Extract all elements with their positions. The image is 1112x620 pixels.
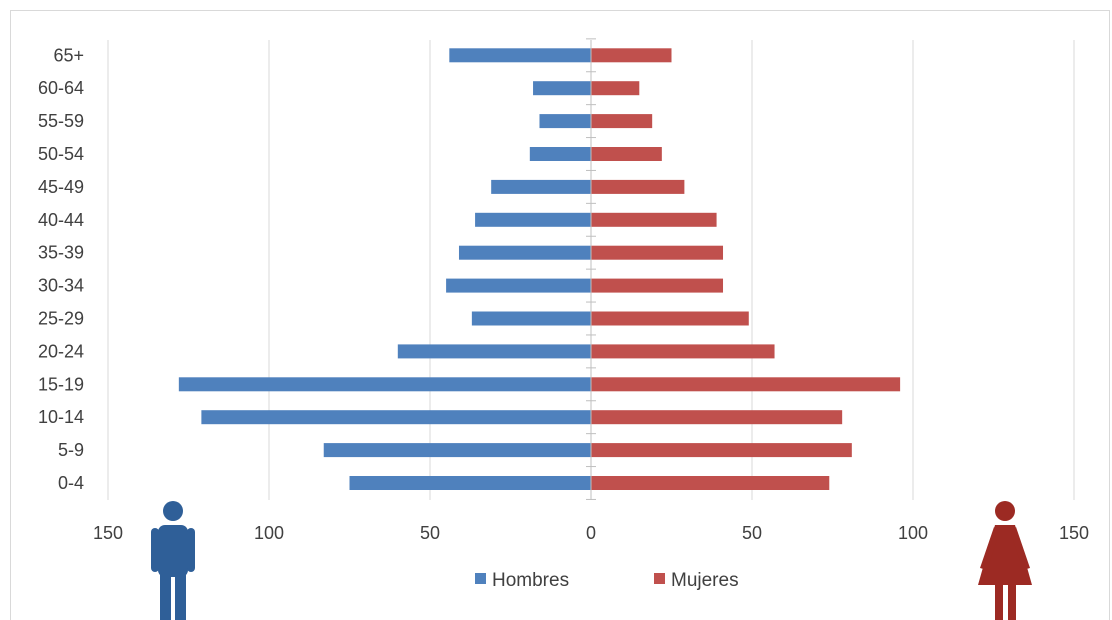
bar-mujeres-10-14 [591,410,843,425]
bar-mujeres-45-49 [591,179,685,194]
female-person-icon [978,501,1032,620]
category-label: 40-44 [38,210,84,230]
category-label: 0-4 [58,473,84,493]
gridlines [107,40,1075,500]
bar-hombres-40-44 [475,212,591,227]
bar-hombres-0-4 [349,476,591,490]
bars [178,48,901,490]
tick-labels: 150 100 50 0 50 100 150 [93,523,1089,543]
bar-hombres-45-49 [491,179,591,194]
center-axis [586,38,596,500]
category-label: 30-34 [38,276,84,296]
category-labels: 0-4 5-9 10-14 15-19 20-24 25-29 30-34 35-39 40-4… [38,45,84,493]
bar-hombres-10-14 [201,410,591,425]
legend-label-mujeres: Mujeres [671,570,739,591]
bar-hombres-5-9 [323,443,591,458]
male-person-icon [151,501,195,620]
bar-mujeres-5-9 [591,443,852,458]
category-label: 25-29 [38,309,84,329]
bar-hombres-25-29 [471,311,591,326]
bar-hombres-30-34 [446,278,591,293]
category-label: 20-24 [38,341,84,361]
bar-mujeres-30-34 [591,278,724,293]
bar-mujeres-50-54 [591,147,662,161]
tick-label: 50 [420,523,440,543]
bar-hombres-65+ [449,48,591,63]
tick-label: 50 [742,523,762,543]
tick-label: 0 [586,523,596,543]
bar-mujeres-60-64 [591,81,640,96]
bar-hombres-20-24 [397,344,591,359]
tick-label: 100 [898,523,928,543]
tick-label: 150 [93,523,123,543]
category-label: 45-49 [38,177,84,197]
legend: Hombres Mujeres [475,570,739,591]
category-label: 15-19 [38,374,84,394]
bar-hombres-35-39 [458,245,591,260]
category-label: 60-64 [38,78,84,98]
tick-label: 150 [1059,523,1089,543]
bar-mujeres-15-19 [591,377,901,392]
bar-mujeres-20-24 [591,344,775,359]
chart-frame [10,10,1110,620]
tick-label: 100 [254,523,284,543]
category-label: 65+ [53,45,84,65]
category-label: 50-54 [38,144,84,164]
bar-hombres-55-59 [539,114,591,129]
category-label: 55-59 [38,111,84,131]
legend-swatch-mujeres [654,573,665,584]
category-label: 5-9 [58,440,84,460]
category-label: 10-14 [38,407,84,427]
bar-hombres-15-19 [178,377,591,392]
bar-mujeres-35-39 [591,245,724,260]
legend-swatch-hombres [475,573,486,584]
category-label: 35-39 [38,243,84,263]
bar-mujeres-55-59 [591,114,653,129]
bar-mujeres-25-29 [591,311,749,326]
bar-mujeres-0-4 [591,476,830,490]
legend-label-hombres: Hombres [492,570,569,591]
bar-mujeres-40-44 [591,212,717,227]
bar-hombres-50-54 [529,147,591,161]
bar-mujeres-65+ [591,48,672,63]
bar-hombres-60-64 [533,81,591,96]
